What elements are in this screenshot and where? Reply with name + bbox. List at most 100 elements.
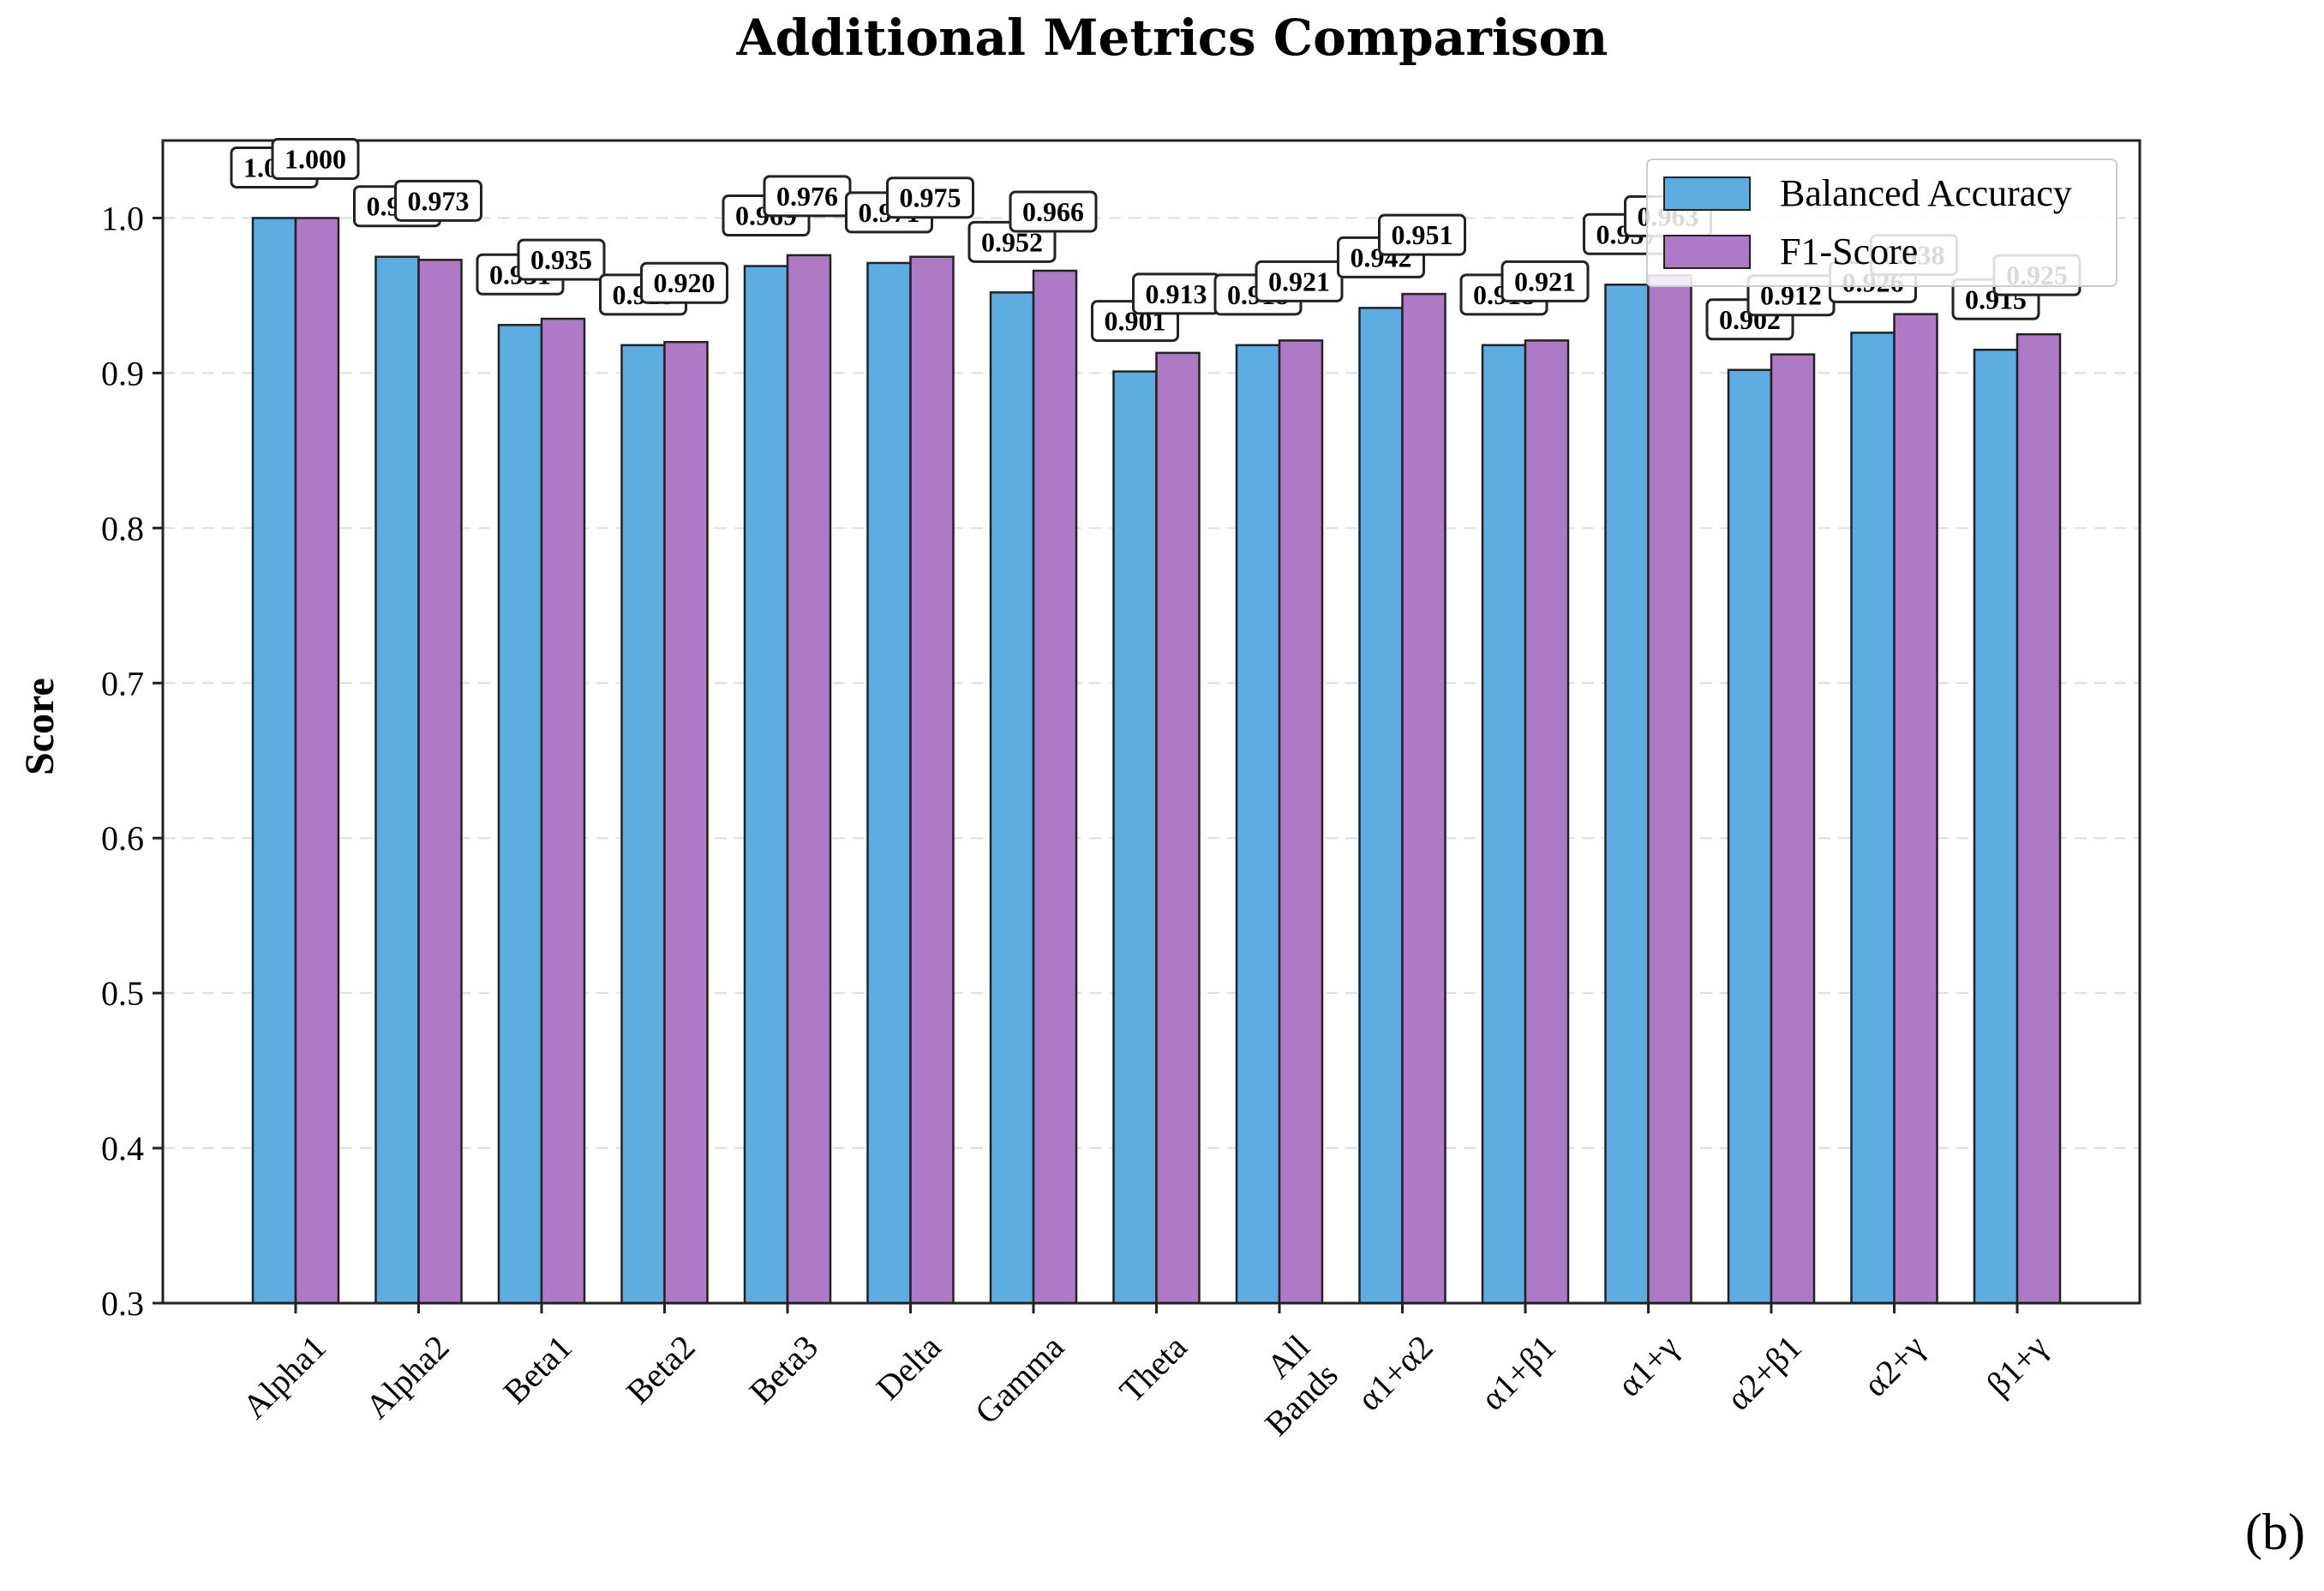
legend-label-f1-score: F1-Score [1780,230,1918,272]
y-tick-label: 1.0 [101,199,144,237]
x-tick-label-line: Alpha1 [235,1327,333,1426]
x-tick-label-line: α2+β1 [1719,1327,1809,1417]
x-tick-label-line: Beta1 [495,1327,579,1411]
data-label-box [640,261,728,304]
bar-balanced-accuracy [1235,344,1281,1305]
data-label-text: 1.000 [285,143,346,174]
data-label-f1-score: 0.975 [886,176,974,219]
x-tick-label-line: α2+γ [1855,1327,1932,1403]
x-tick-label-line: Delta [869,1327,949,1407]
bar-balanced-accuracy [1358,307,1404,1305]
x-tick-label-line: Alpha2 [358,1327,457,1426]
y-tick-label: 0.5 [101,974,144,1013]
data-label-box [1378,213,1466,256]
data-label-box [1255,260,1344,302]
bar-f1-score [1032,269,1078,1305]
data-label-text: 0.951 [1392,219,1453,250]
y-tick-label: 0.4 [101,1129,144,1168]
y-tick-label: 0.3 [101,1284,144,1323]
plot-frame [161,139,2141,1305]
x-tick-label: α1+γ [1609,1327,1686,1403]
data-label-f1-score: 1.000 [271,137,360,180]
bar-f1-score [540,317,586,1305]
bar-balanced-accuracy [1850,332,1896,1305]
x-tick-label: α1+α2 [1350,1327,1441,1418]
data-label-box [886,176,974,219]
bar-f1-score [1278,339,1324,1305]
x-tick-label-line: Beta3 [741,1327,825,1411]
x-tick-label: α1+β1 [1473,1327,1563,1417]
bar-balanced-accuracy [866,261,912,1305]
data-label-box [1500,260,1590,302]
data-label-text: 0.935 [530,244,592,275]
x-tick-label: Beta3 [741,1327,825,1411]
data-label-text: 0.966 [1022,196,1084,227]
data-label-f1-score: 0.913 [1132,272,1220,315]
x-tick-label: Theta [1111,1327,1194,1409]
data-label-box [271,137,360,180]
x-tick-label: α2+γ [1855,1327,1932,1403]
data-label-text: 0.973 [408,185,470,216]
bar-f1-score [294,217,340,1305]
bar-f1-score [786,254,832,1305]
bar-f1-score [417,259,463,1305]
data-label-text: 0.975 [900,182,961,213]
bar-balanced-accuracy [989,291,1035,1305]
data-label-f1-score: 0.935 [517,238,606,281]
data-label-f1-score: 0.920 [640,261,728,304]
x-tick-label-line: Beta2 [619,1327,703,1411]
data-label-f1-score: 0.921 [1255,260,1344,302]
data-label-text: 0.921 [1268,266,1330,296]
bar-balanced-accuracy [374,255,420,1305]
y-tick-label: 0.6 [101,819,144,858]
bar-f1-score [1401,292,1447,1305]
data-label-f1-score: 0.951 [1378,213,1466,256]
x-tick-label: Gamma [967,1327,1072,1432]
data-label-f1-score: 0.976 [763,175,852,218]
bar-balanced-accuracy [1604,284,1650,1305]
x-tick-label-line: α1+γ [1609,1327,1686,1403]
y-tick-label: 0.7 [101,664,144,703]
bar-balanced-accuracy [743,265,789,1305]
x-tick-label: α2+β1 [1719,1327,1809,1417]
data-label-text: 0.920 [654,267,716,298]
x-tick-label: Delta [869,1327,949,1407]
data-label-box [394,179,482,222]
bars [251,217,2062,1305]
x-tick-label: Beta2 [619,1327,703,1411]
x-tick-label: Alpha2 [358,1327,457,1426]
x-tick-label-line: α1+α2 [1350,1327,1441,1418]
bar-f1-score [1770,353,1816,1305]
legend-swatch-balanced-accuracy [1663,176,1751,211]
y-axis-label: Score [17,678,63,775]
bar-f1-score [1647,274,1692,1305]
bar-f1-score [663,340,709,1305]
x-tick-label-line: α1+β1 [1473,1327,1563,1417]
legend-box [1646,159,2117,287]
legend-label-balanced-accuracy: Balanced Accuracy [1780,172,2072,214]
x-tick-label: Alpha1 [235,1327,333,1426]
bar-balanced-accuracy [1481,344,1527,1305]
x-tick-label-line: β1+γ [1979,1327,2055,1403]
bar-f1-score [909,255,955,1305]
x-tick-label: β1+γ [1979,1327,2055,1403]
legend: Balanced Accuracy F1-Score [1646,159,2117,287]
bar-balanced-accuracy [1112,370,1158,1305]
chart-title: Additional Metrics Comparison [736,9,1608,67]
data-label-text: 0.976 [776,181,838,212]
data-label-box [1009,190,1098,233]
data-label-f1-score: 0.966 [1009,190,1098,233]
y-tick-label: 0.8 [101,509,144,547]
panel-label: (b) [2245,1504,2305,1560]
bar-f1-score [1155,351,1201,1305]
data-label-f1-score: 0.921 [1500,260,1590,302]
bar-f1-score [1524,339,1570,1305]
data-label-text: 0.913 [1146,278,1207,309]
x-tick-label-line: Theta [1111,1327,1194,1409]
bar-balanced-accuracy [497,324,543,1305]
data-label-box [517,238,606,281]
bar-balanced-accuracy [620,344,666,1305]
data-label-text: 0.921 [1514,266,1576,296]
